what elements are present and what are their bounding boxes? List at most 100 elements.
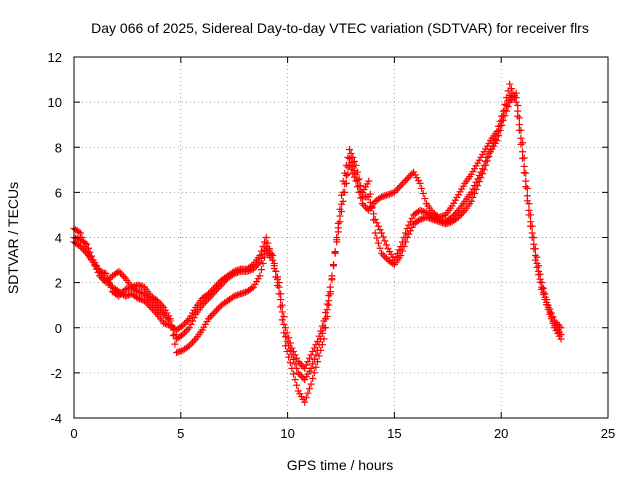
data-point-marker [249, 265, 257, 273]
data-point-marker [406, 218, 414, 226]
data-point-marker [251, 263, 259, 271]
data-point-marker [211, 288, 219, 296]
data-point-marker [83, 240, 91, 248]
data-point-marker [171, 340, 179, 348]
data-point-marker [549, 317, 557, 325]
data-point-marker [214, 284, 222, 292]
x-tick-label: 0 [70, 426, 77, 441]
data-point-marker [153, 303, 161, 311]
data-point-marker [371, 229, 379, 237]
data-point-marker [158, 309, 166, 317]
data-point-marker [333, 236, 341, 244]
data-point-marker [366, 199, 374, 207]
data-point-marker [520, 169, 528, 177]
data-point-marker [354, 176, 362, 184]
data-point-marker [352, 170, 360, 178]
data-point-marker [392, 187, 400, 195]
data-point-marker [257, 266, 265, 274]
data-point-marker [270, 259, 278, 267]
data-point-marker [467, 188, 475, 196]
data-point-marker [344, 170, 352, 178]
data-point-marker [336, 212, 344, 220]
data-point-marker [309, 375, 317, 383]
data-point-marker [427, 212, 435, 220]
data-point-marker [142, 298, 150, 306]
data-point-marker [347, 158, 355, 166]
data-point-marker [514, 107, 522, 115]
data-point-marker [408, 214, 416, 222]
data-point-marker [488, 142, 496, 150]
data-point-marker [155, 298, 163, 306]
data-point-marker [229, 271, 237, 279]
data-point-marker [248, 284, 256, 292]
data-point-marker [214, 305, 222, 313]
data-point-marker [389, 259, 397, 267]
data-point-marker [538, 283, 546, 291]
data-point-marker [315, 341, 323, 349]
data-point-marker [491, 135, 499, 143]
data-point-marker [157, 307, 165, 315]
data-point-marker [381, 237, 389, 245]
data-point-marker [403, 224, 411, 232]
data-point-marker [312, 363, 320, 371]
data-point-marker [338, 208, 346, 216]
data-point-marker [350, 166, 358, 174]
data-point-marker [419, 190, 427, 198]
y-tick-label: -2 [50, 366, 62, 381]
data-point-marker [376, 226, 384, 234]
data-point-marker [408, 170, 416, 178]
data-point-marker [105, 279, 113, 287]
data-point-marker [184, 325, 192, 333]
data-point-marker [358, 200, 366, 208]
data-point-marker [487, 146, 495, 154]
data-point-marker [374, 239, 382, 247]
data-point-marker [507, 85, 515, 93]
data-point-marker [506, 80, 514, 88]
data-point-marker [285, 334, 293, 342]
data-point-marker [286, 346, 294, 354]
data-point-marker [299, 374, 307, 382]
data-point-marker [480, 161, 488, 169]
data-point-marker [394, 185, 402, 193]
data-point-marker [185, 342, 193, 350]
data-point-marker [368, 204, 376, 212]
data-point-marker [102, 270, 110, 278]
data-point-marker [543, 298, 551, 306]
x-tick-label: 25 [601, 426, 615, 441]
data-point-marker [352, 177, 360, 185]
data-point-marker [289, 347, 297, 355]
data-point-marker [261, 238, 269, 246]
data-point-marker [144, 293, 152, 301]
data-point-marker [374, 222, 382, 230]
data-point-marker [269, 252, 277, 260]
data-point-marker [448, 213, 456, 221]
data-point-marker [144, 300, 152, 308]
data-point-marker [379, 233, 387, 241]
data-point-marker [485, 149, 493, 157]
data-point-marker [163, 314, 171, 322]
data-point-marker [378, 249, 386, 257]
y-tick-label: 10 [48, 95, 62, 110]
data-point-marker [541, 293, 549, 301]
data-point-marker [158, 302, 166, 310]
data-point-marker [323, 306, 331, 314]
data-point-marker [189, 338, 197, 346]
data-point-marker [322, 315, 330, 323]
data-point-marker [285, 342, 293, 350]
data-point-marker [280, 312, 288, 320]
data-point-marker [280, 320, 288, 328]
data-point-marker [256, 258, 264, 266]
data-point-marker [150, 307, 158, 315]
y-axis-label: SDTVAR / TECUs [5, 182, 21, 294]
data-point-marker [456, 212, 464, 220]
y-tick-label: 6 [55, 185, 62, 200]
data-point-marker [304, 389, 312, 397]
data-point-marker [405, 221, 413, 229]
data-point-marker [373, 234, 381, 242]
data-point-marker [217, 281, 225, 289]
data-point-marker [317, 335, 325, 343]
data-point-marker [451, 210, 459, 218]
data-point-marker [283, 337, 291, 345]
data-point-marker [118, 271, 126, 279]
